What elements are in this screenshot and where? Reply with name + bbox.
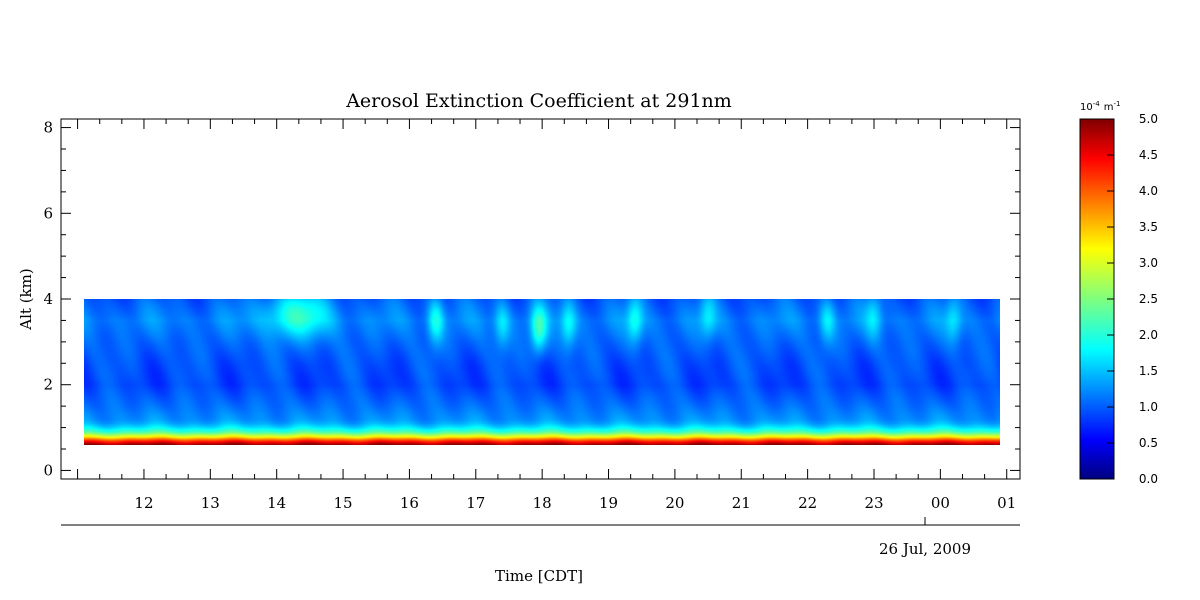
- y-tick-label: 0: [43, 461, 53, 479]
- x-tick-label: 16: [400, 494, 419, 512]
- x-tick-label: 15: [334, 494, 353, 512]
- x-tick-label: 18: [533, 494, 552, 512]
- y-tick-label: 4: [43, 290, 53, 308]
- colorbar-tick-label: 4.0: [1139, 184, 1158, 198]
- y-tick-label: 2: [43, 376, 53, 394]
- colorbar-tick-label: 2.0: [1139, 328, 1158, 342]
- colorbar-unit-base: 10: [1080, 102, 1093, 113]
- x-tick-label: 20: [665, 494, 684, 512]
- y-axis: 0 2 4 6 8: [43, 119, 1020, 479]
- y-axis-label: Alt (km): [17, 268, 35, 330]
- colorbar-ticks: 0.0 0.5 1.0 1.5 2.0 2.5 3.0 3.5 4.0 4.5 5.0: [1107, 112, 1158, 486]
- date-label: 26 Jul, 2009: [879, 540, 971, 558]
- colorbar-tick-label: 4.5: [1139, 148, 1158, 162]
- x-tick-label: 21: [732, 494, 751, 512]
- heatmap-layer: [84, 299, 1000, 445]
- y-tick-label: 6: [43, 204, 53, 222]
- x-tick-label: 19: [599, 494, 618, 512]
- colorbar-unit-m: m: [1104, 102, 1114, 113]
- colorbar-unit-m-exp: -1: [1113, 100, 1120, 108]
- colorbar-unit-exp: -4: [1093, 100, 1101, 108]
- x-tick-label: 14: [267, 494, 286, 512]
- colorbar-tick-label: 0.0: [1139, 472, 1158, 486]
- x-tick-label: 23: [864, 494, 883, 512]
- y-tick-label: 8: [43, 119, 53, 137]
- x-axis: 12 13 14 15 16 17 18 19 20 21 22 23 00 01: [77, 119, 1016, 512]
- x-tick-label: 17: [466, 494, 485, 512]
- colorbar-tick-label: 0.5: [1139, 436, 1158, 450]
- x-tick-label: 12: [134, 494, 153, 512]
- heatmap-image: [84, 299, 1000, 445]
- x-tick-label: 01: [997, 494, 1016, 512]
- colorbar-tick-label: 1.0: [1139, 400, 1158, 414]
- colorbar-tick-label: 3.0: [1139, 256, 1158, 270]
- x-tick-label: 13: [201, 494, 220, 512]
- chart-title: Aerosol Extinction Coefficient at 291nm: [345, 90, 732, 112]
- colorbar: 10-4 m-1 0.0 0.5 1.0 1.5 2.0 2.5 3.0 3.5 4.0 4.5 5.…: [1079, 100, 1158, 486]
- colorbar-tick-label: 5.0: [1139, 112, 1158, 126]
- colorbar-tick-label: 3.5: [1139, 220, 1158, 234]
- colorbar-tick-label: 2.5: [1139, 292, 1158, 306]
- colorbar-tick-label: 1.5: [1139, 364, 1158, 378]
- colorbar-unit: 10-4 m-1: [1080, 100, 1120, 113]
- x-tick-label: 00: [931, 494, 950, 512]
- x-axis-label: Time [CDT]: [495, 567, 583, 585]
- x-tick-label: 22: [798, 494, 817, 512]
